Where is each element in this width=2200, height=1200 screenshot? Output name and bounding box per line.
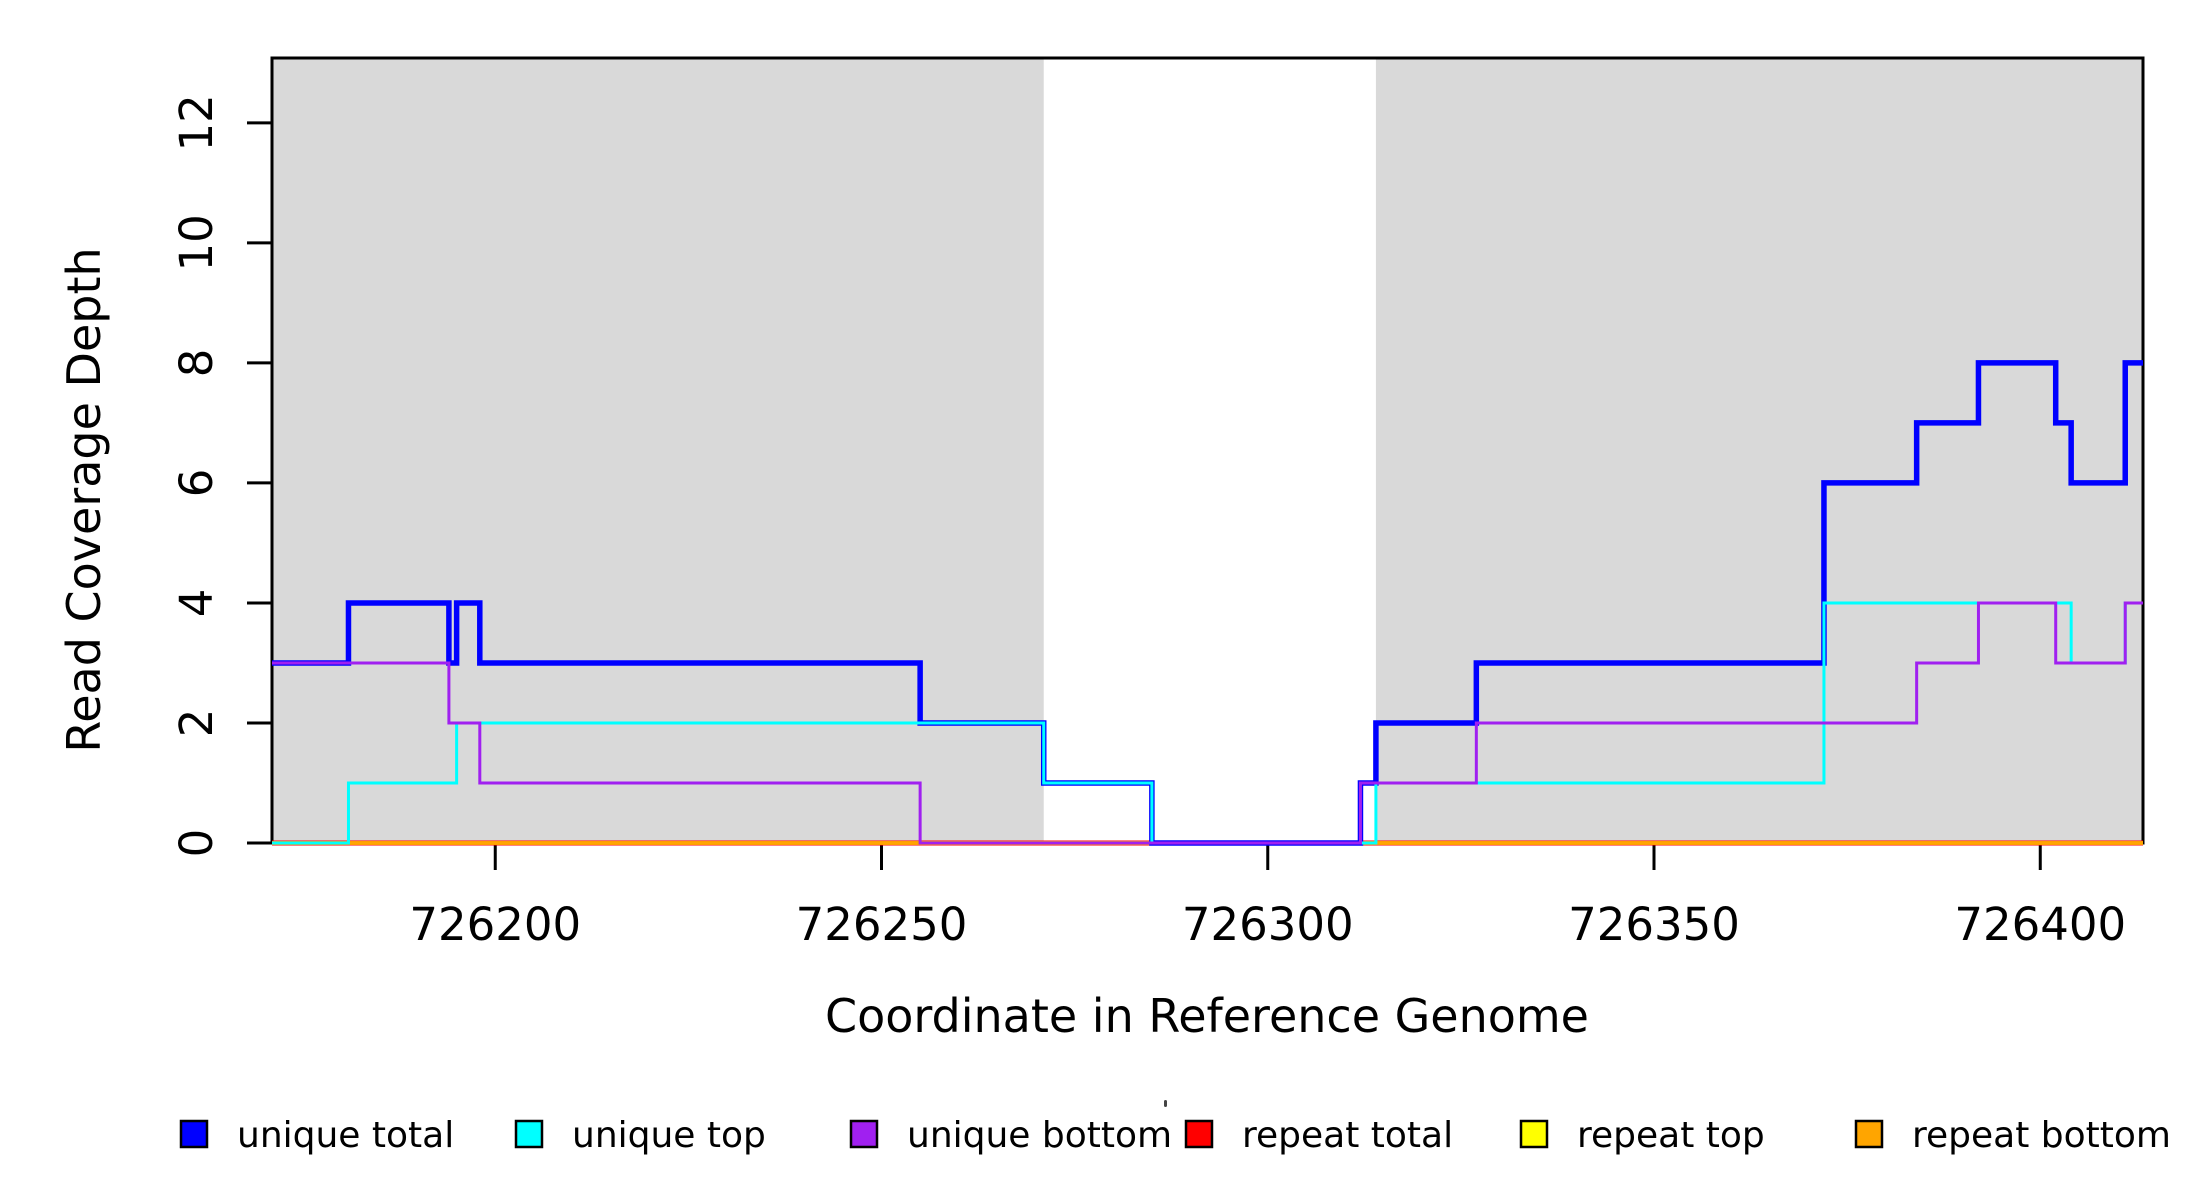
legend-label: repeat top <box>1577 1115 1765 1156</box>
y-tick-label: 0 <box>170 829 223 858</box>
y-tick-label: 12 <box>170 94 223 151</box>
legend-label: unique total <box>237 1115 454 1156</box>
legend: unique total unique top unique bottom repea… <box>179 1115 2171 1156</box>
series-unique-bottom <box>272 601 2143 845</box>
shaded-region-0 <box>272 58 1044 843</box>
x-tick-label: 726300 <box>1182 898 1354 951</box>
series-lines <box>272 360 2143 846</box>
x-tick-label: 726350 <box>1568 898 1740 951</box>
legend-label: repeat total <box>1242 1115 1453 1156</box>
shaded-regions <box>272 58 2143 843</box>
shaded-region-1 <box>1375 58 2143 843</box>
y-tick-label: 6 <box>170 469 223 498</box>
y-tick-label: 8 <box>170 349 223 378</box>
legend-item-unique-top: unique top <box>514 1115 766 1156</box>
legend-label: repeat bottom <box>1912 1115 2171 1156</box>
x-tick-label: 726250 <box>796 898 968 951</box>
x-tick-label: 726400 <box>1954 898 2126 951</box>
y-axis-title: Read Coverage Depth <box>57 247 111 752</box>
legend-swatch-repeat-bottom <box>1854 1119 1884 1149</box>
legend-item-repeat-top: repeat top <box>1519 1115 1765 1156</box>
tick-labels: 726200 726250 726300 726350 726400 0 2 4 6 8 10 12 <box>170 94 2126 951</box>
legend-swatch-repeat-top <box>1519 1119 1549 1149</box>
y-tick-label: 10 <box>170 214 223 271</box>
legend-item-unique-bottom: unique bottom <box>849 1115 1172 1156</box>
legend-item-repeat-bottom: repeat bottom <box>1854 1115 2171 1156</box>
legend-label: unique top <box>572 1115 766 1156</box>
legend-swatch-repeat-total <box>1184 1119 1214 1149</box>
legend-label: unique bottom <box>907 1115 1172 1156</box>
legend-swatch-unique-top <box>514 1119 544 1149</box>
x-tick-label: 726200 <box>409 898 581 951</box>
legend-swatch-unique-total <box>179 1119 209 1149</box>
y-tick-label: 4 <box>170 589 223 618</box>
legend-swatch-unique-bottom <box>849 1119 879 1149</box>
x-axis-title: Coordinate in Reference Genome <box>825 989 1589 1043</box>
legend-item-repeat-total: repeat total <box>1184 1115 1453 1156</box>
stray-dot-artifact <box>1164 1100 1167 1107</box>
legend-item-unique-total: unique total <box>179 1115 454 1156</box>
y-tick-label: 2 <box>170 709 223 738</box>
